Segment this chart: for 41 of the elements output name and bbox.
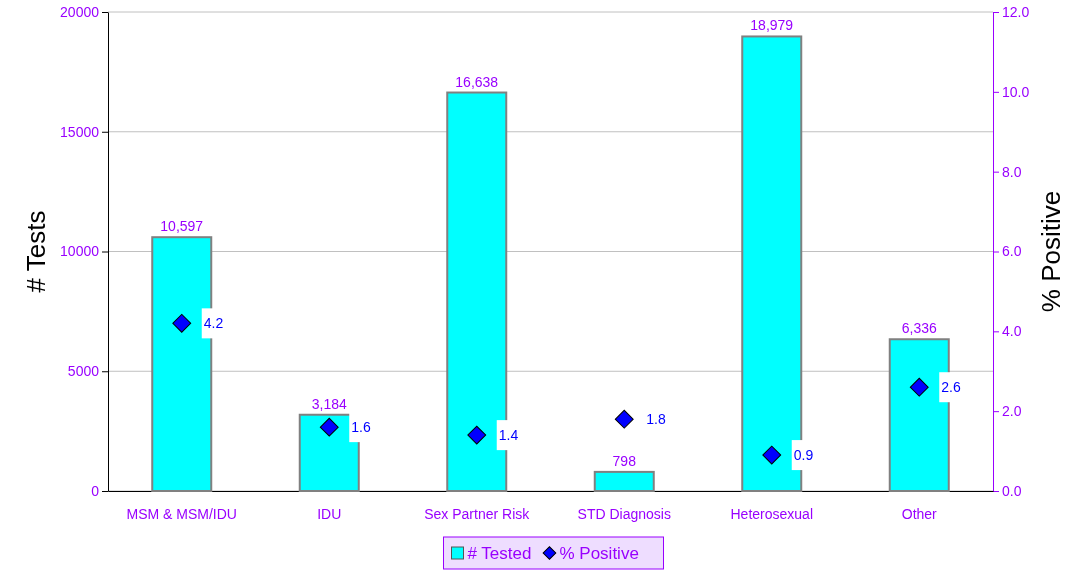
y2-tick-label: 2.0 bbox=[1002, 403, 1022, 420]
x-tick-label: MSM & MSM/IDU bbox=[126, 505, 237, 522]
x-tick-label: Other bbox=[901, 505, 938, 522]
data-label: 18,979 bbox=[750, 17, 794, 34]
legend-label: % Positive bbox=[559, 544, 639, 563]
y-tick-label: 5000 bbox=[67, 363, 100, 380]
data-label: 3,184 bbox=[311, 395, 347, 412]
point bbox=[319, 417, 339, 437]
data-label: 10,597 bbox=[160, 218, 204, 235]
x-tick-label: Heterosexual bbox=[730, 505, 813, 522]
data-label: 16,638 bbox=[455, 73, 499, 90]
y2-tick-label: 4.0 bbox=[1002, 323, 1022, 340]
x-tick-label: IDU bbox=[317, 505, 342, 522]
y2-tick-label: 6.0 bbox=[1002, 243, 1022, 260]
point bbox=[909, 377, 929, 397]
y2-axis-title: % Positive bbox=[1036, 190, 1066, 313]
y2-tick-label: 0.0 bbox=[1002, 482, 1022, 499]
data-label: 1.8 bbox=[646, 411, 666, 428]
data-label: 2.6 bbox=[941, 379, 961, 396]
data-label: 1.4 bbox=[498, 427, 519, 444]
bar bbox=[593, 470, 655, 492]
point bbox=[467, 425, 487, 445]
y-tick-label: 20000 bbox=[60, 3, 100, 20]
y-tick-label: 10000 bbox=[60, 243, 100, 260]
point bbox=[614, 409, 634, 429]
y-tick-label: 0 bbox=[91, 482, 100, 499]
data-label: 6,336 bbox=[901, 320, 937, 337]
data-label: 798 bbox=[612, 452, 637, 469]
data-label: 0.9 bbox=[793, 447, 814, 464]
y2-tick-label: 10.0 bbox=[1002, 83, 1030, 100]
data-label: 4.2 bbox=[203, 315, 224, 332]
data-label: 1.6 bbox=[351, 419, 371, 436]
x-tick-label: Sex Partner Risk bbox=[424, 505, 531, 522]
y2-tick-label: 8.0 bbox=[1002, 163, 1022, 180]
y-axis-title: # Tests bbox=[21, 210, 51, 293]
legend-label: # Tested bbox=[467, 544, 532, 563]
y-tick-label: 15000 bbox=[60, 123, 100, 140]
y2-tick-label: 12.0 bbox=[1002, 3, 1030, 20]
point bbox=[172, 313, 192, 333]
x-tick-label: STD Diagnosis bbox=[577, 505, 671, 522]
point bbox=[762, 445, 782, 465]
